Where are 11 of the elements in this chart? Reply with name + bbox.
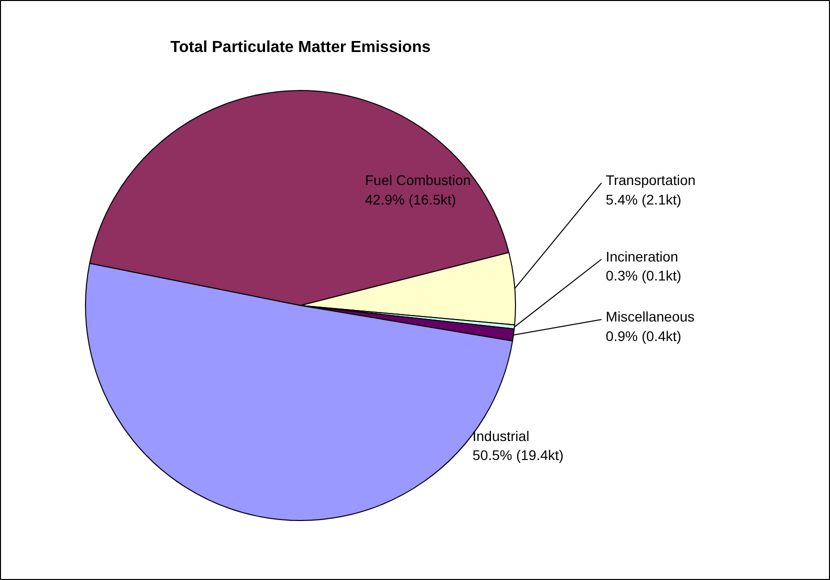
slice-label: Miscellaneous xyxy=(606,308,695,325)
slice-label: Industrial xyxy=(472,428,530,444)
slice-label: Incineration xyxy=(606,248,678,265)
data-label: 0.3% (0.1kt) xyxy=(606,268,682,284)
data-label: 42.9% (16.5kt) xyxy=(365,191,456,208)
slice-label: Transportation xyxy=(606,172,696,188)
slice-label: Fuel Combustion xyxy=(365,172,471,188)
data-label: 50.5% (19.4kt) xyxy=(472,447,564,464)
chart-title: Total Particulate Matter Emissions xyxy=(170,39,431,56)
data-label: 0.9% (0.4kt) xyxy=(606,328,682,344)
data-label: 5.4% (2.1kt) xyxy=(606,191,682,208)
